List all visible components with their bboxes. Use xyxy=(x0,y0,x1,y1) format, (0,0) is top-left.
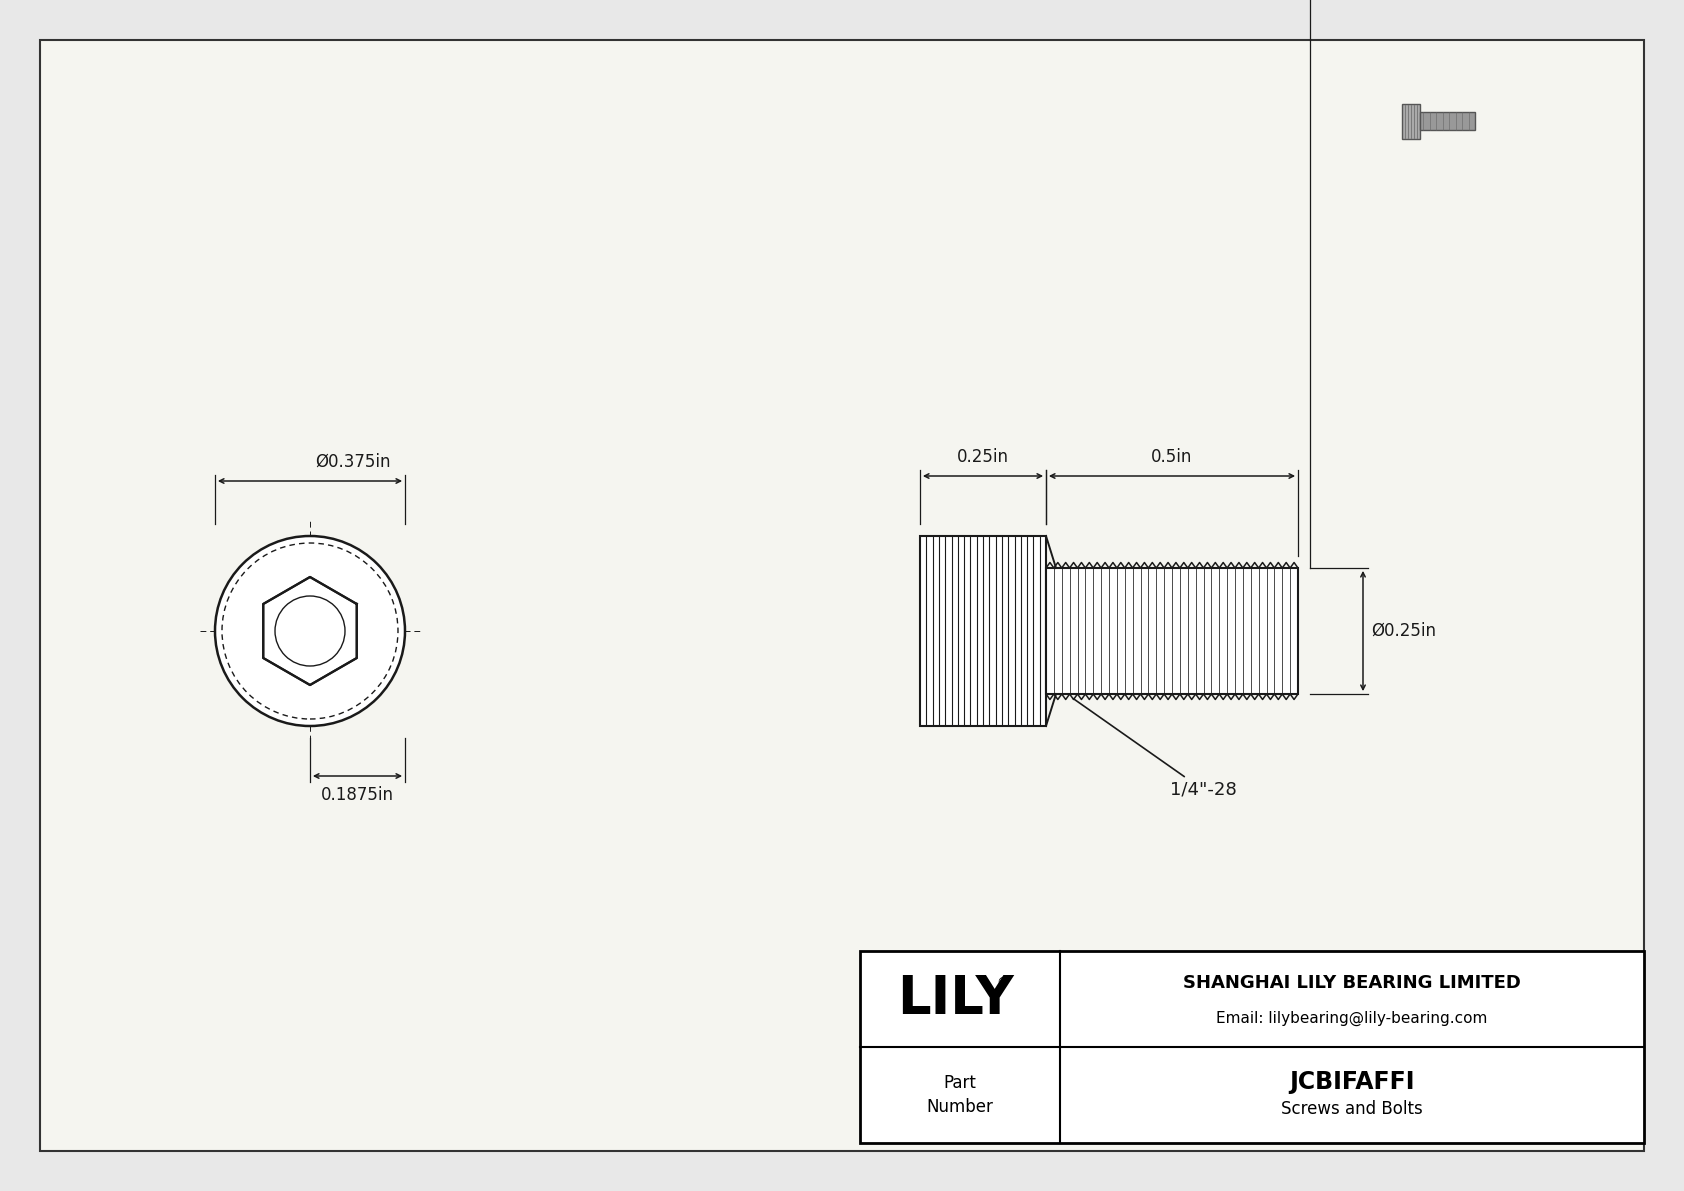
Circle shape xyxy=(274,596,345,666)
Text: Screws and Bolts: Screws and Bolts xyxy=(1282,1100,1423,1118)
Text: 0.1875in: 0.1875in xyxy=(322,786,394,804)
Text: 0.5in: 0.5in xyxy=(1152,448,1192,466)
Text: Email: lilybearing@lily-bearing.com: Email: lilybearing@lily-bearing.com xyxy=(1216,1011,1487,1025)
Text: LILY: LILY xyxy=(896,973,1014,1025)
Text: Ø0.375in: Ø0.375in xyxy=(315,453,391,470)
Bar xyxy=(1403,104,1420,138)
Text: Ø0.25in: Ø0.25in xyxy=(1371,622,1436,640)
Bar xyxy=(1046,568,1298,694)
Text: 1/4"-28: 1/4"-28 xyxy=(1073,699,1236,799)
Bar xyxy=(861,950,1644,1143)
Bar xyxy=(1420,112,1475,130)
Circle shape xyxy=(216,536,404,727)
Bar xyxy=(919,536,1046,727)
Text: Part
Number: Part Number xyxy=(926,1073,994,1116)
Text: 0.25in: 0.25in xyxy=(957,448,1009,466)
Text: JCBIFAFFI: JCBIFAFFI xyxy=(1290,1070,1415,1095)
Text: SHANGHAI LILY BEARING LIMITED: SHANGHAI LILY BEARING LIMITED xyxy=(1184,974,1521,992)
Text: ®: ® xyxy=(995,977,1009,990)
